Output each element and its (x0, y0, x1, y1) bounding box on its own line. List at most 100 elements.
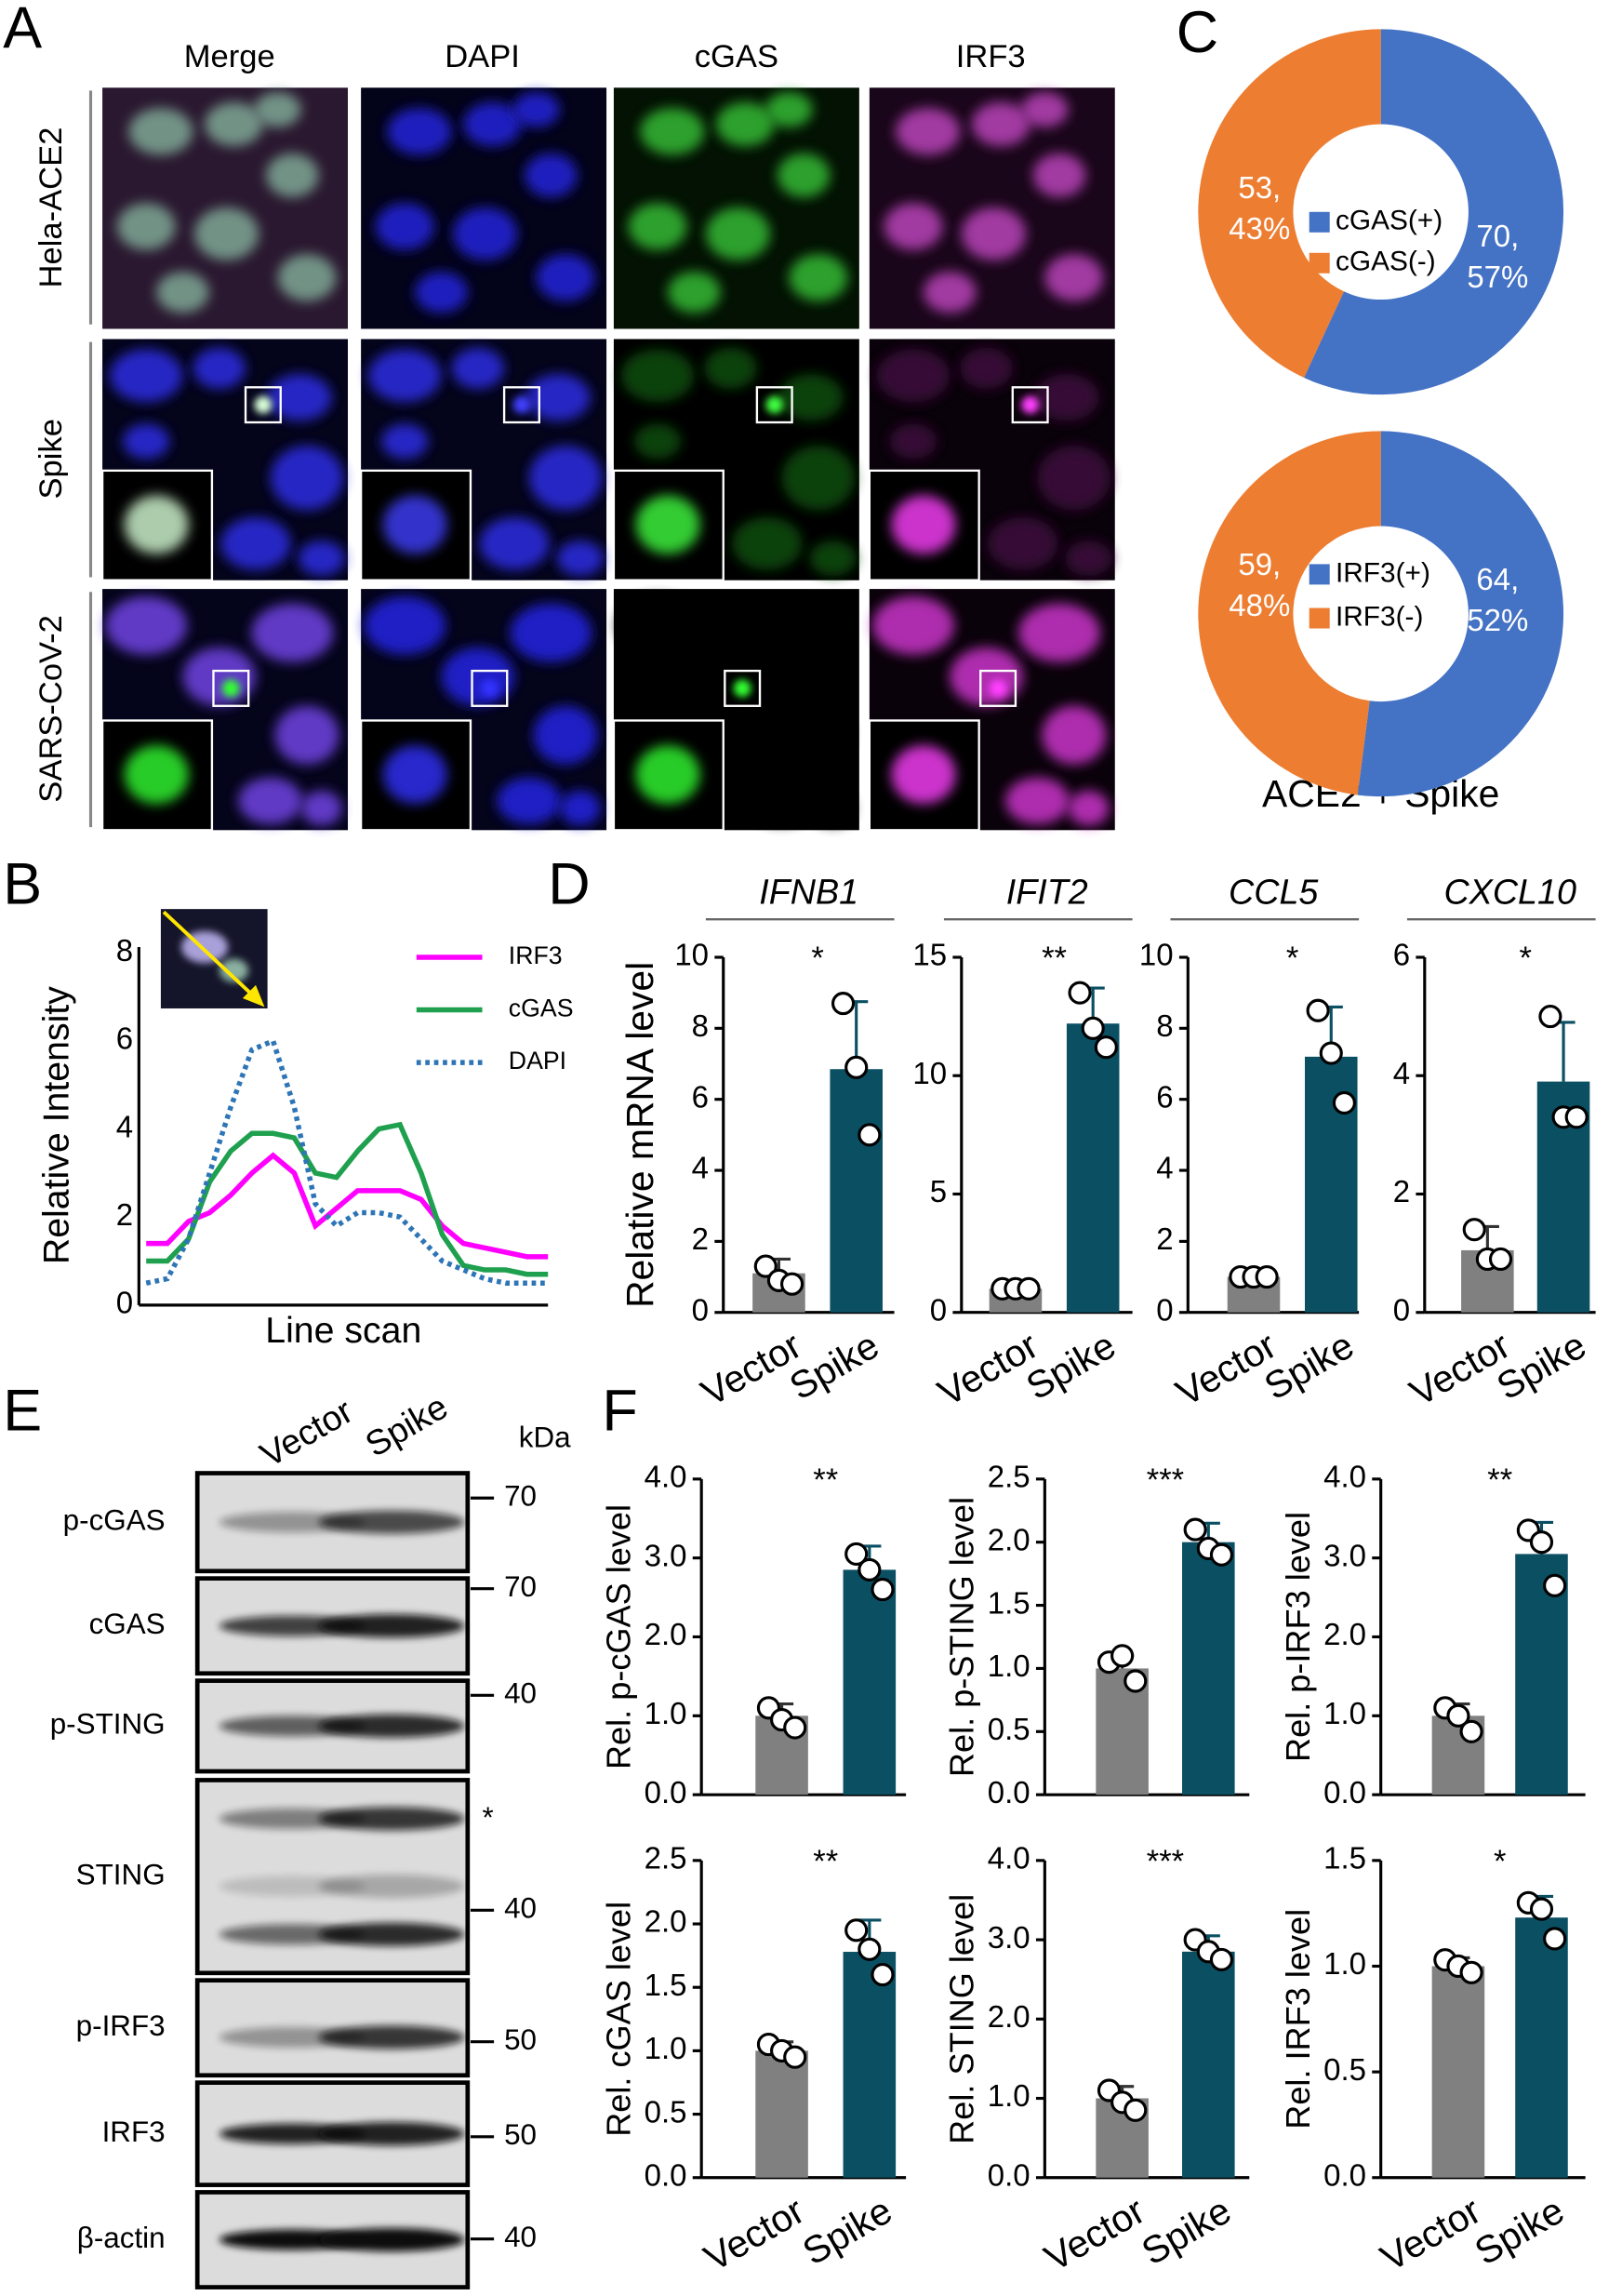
legend-swatch (1309, 252, 1330, 274)
size-marker: 40 (504, 2221, 537, 2253)
cell (510, 603, 592, 662)
puncta (254, 395, 273, 414)
data-point (1081, 1016, 1105, 1040)
cell (715, 101, 775, 147)
inset-blob (635, 495, 700, 554)
micrograph (868, 339, 1115, 581)
data-point (1564, 1105, 1589, 1129)
puncta (1021, 395, 1040, 414)
data-point (858, 1123, 882, 1147)
cell (556, 541, 604, 576)
y-tick-label: 0.0 (645, 1775, 687, 1809)
data-point (844, 1055, 869, 1079)
data-point (844, 1542, 869, 1566)
chart-title: CXCL10 (1443, 872, 1575, 911)
panel-letter: A (3, 0, 42, 60)
legend-label: IRF3(-) (1336, 601, 1423, 632)
y-tick-label: 4.0 (988, 1841, 1030, 1876)
inset (100, 469, 214, 581)
cell (512, 91, 560, 127)
y-tick-label: 0.0 (988, 2157, 1030, 2192)
legend-label: IRF3(+) (1336, 557, 1430, 588)
cell (479, 517, 550, 570)
y-tick-label: 2.0 (645, 1617, 687, 1651)
data-point (1306, 998, 1330, 1022)
y-tick-label: 2.0 (1323, 1617, 1366, 1651)
data-point (783, 2045, 807, 2069)
inset-blob (382, 495, 447, 554)
panel-letter: E (3, 1378, 42, 1443)
inset-blob (891, 745, 956, 805)
y-tick-label: 0.5 (645, 2094, 687, 2129)
donut-slice (1198, 431, 1381, 795)
cell (105, 595, 188, 655)
cell (267, 374, 332, 421)
x-tick-label: Spike (782, 1324, 885, 1408)
cell (1068, 790, 1110, 826)
cell (988, 517, 1058, 570)
y-axis-label: Rel. p-IRF3 level (1279, 1512, 1317, 1762)
size-marker: 50 (504, 2118, 537, 2151)
line-series (146, 1121, 549, 1277)
cell (617, 595, 699, 655)
cell (109, 349, 183, 403)
significance: ** (813, 1462, 838, 1498)
y-tick-label: 2 (116, 1197, 133, 1232)
y-tick-label: 10 (674, 938, 709, 972)
y-tick-label: 1.0 (988, 1649, 1030, 1683)
inset (868, 719, 980, 832)
y-tick-label: 2 (1393, 1174, 1410, 1208)
value-label: 48% (1229, 588, 1290, 622)
cell (497, 777, 562, 825)
blot-label: p-STING (50, 1708, 166, 1741)
y-tick-label: 1.0 (1323, 1696, 1366, 1730)
scan-inset (160, 909, 268, 1008)
roi-box (502, 386, 540, 424)
cell (559, 790, 601, 826)
y-tick-label: 15 (912, 938, 947, 972)
data-point (1255, 1264, 1279, 1289)
cell (381, 423, 429, 460)
value-label: 64, (1476, 562, 1519, 596)
significance: ** (813, 1844, 838, 1879)
inset-blob (891, 495, 956, 554)
scan-arrow (162, 910, 256, 998)
cell (453, 207, 518, 260)
y-tick-label: 0.0 (1323, 1775, 1366, 1809)
cell (694, 647, 767, 706)
column-header: IRF3 (956, 39, 1026, 74)
cell (971, 101, 1030, 147)
data-point (1488, 1247, 1513, 1272)
y-tick-label: 2.5 (988, 1460, 1030, 1494)
cell (1034, 374, 1099, 421)
blot-label: p-cGAS (63, 1503, 166, 1536)
chart-title: IFIT2 (1006, 872, 1088, 911)
cell (182, 647, 257, 706)
micrograph (612, 589, 859, 832)
cell (277, 254, 337, 301)
y-tick-label: 8 (116, 933, 133, 968)
band (318, 1614, 465, 1638)
cell (375, 203, 434, 250)
cell (194, 207, 259, 260)
cell (812, 790, 854, 826)
data-point (1538, 1005, 1562, 1029)
x-tick-label: Vector (697, 2189, 811, 2280)
y-tick-label: 6 (692, 1079, 709, 1114)
legend-swatch (1309, 211, 1330, 233)
roi-box (724, 669, 762, 707)
legend-swatch (1309, 607, 1330, 629)
cell (367, 349, 442, 403)
cell (116, 203, 176, 250)
significance: * (1494, 1844, 1506, 1879)
data-point (831, 992, 856, 1016)
y-tick-label: 2 (1156, 1221, 1173, 1256)
puncta (733, 679, 751, 698)
legend-label: DAPI (509, 1047, 566, 1075)
cell (896, 108, 961, 155)
y-axis-label: Rel. cGAS level (599, 1902, 637, 2137)
blot-label: β-actin (77, 2222, 166, 2254)
cell (786, 705, 851, 765)
panel-letter: C (1177, 0, 1218, 65)
band (318, 1714, 465, 1738)
